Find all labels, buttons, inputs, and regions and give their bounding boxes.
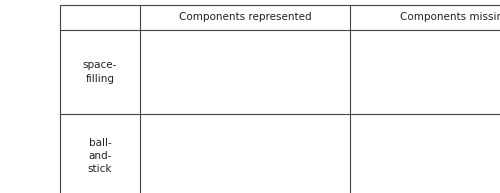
Text: Components represented: Components represented [178, 13, 312, 23]
Text: space-
filling: space- filling [83, 60, 117, 84]
Text: Components missing: Components missing [400, 13, 500, 23]
Text: ball-
and-
stick: ball- and- stick [88, 138, 112, 174]
